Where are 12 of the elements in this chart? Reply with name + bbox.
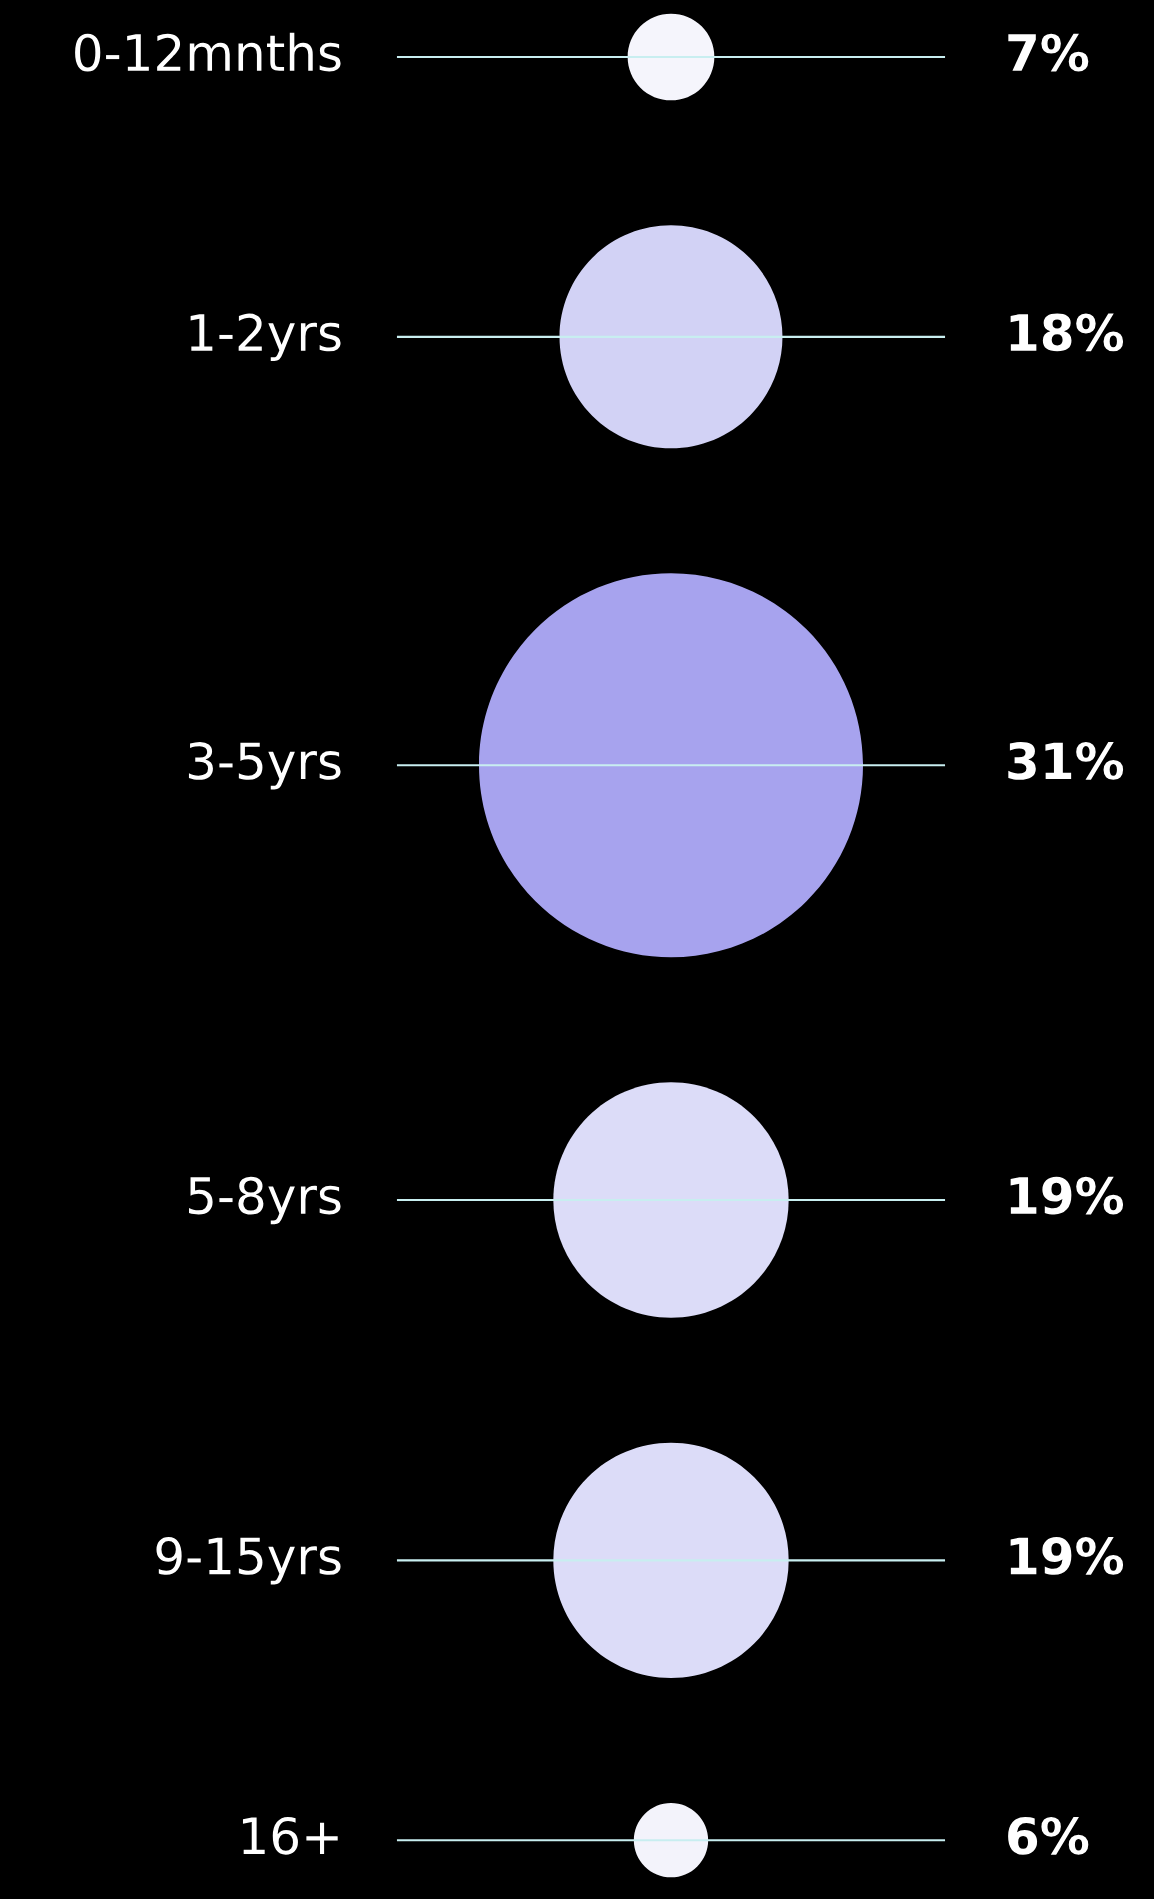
data-label: 7%: [1008, 33, 1089, 72]
category-label: 1-2yrs: [190, 313, 341, 362]
data-label: 6%: [1008, 1816, 1089, 1855]
category-label: 5-8yrs: [189, 1176, 341, 1225]
category-label: 9-15yrs: [156, 1537, 341, 1585]
data-label: 31%: [1008, 742, 1124, 780]
data-label: 18%: [1010, 313, 1124, 352]
category-label: 0-12mnths: [75, 32, 341, 72]
category-label: 16+: [242, 1816, 338, 1855]
data-label: 19%: [1010, 1176, 1124, 1215]
category-label: 3-5yrs: [188, 742, 341, 790]
data-label: 19%: [1010, 1537, 1124, 1575]
